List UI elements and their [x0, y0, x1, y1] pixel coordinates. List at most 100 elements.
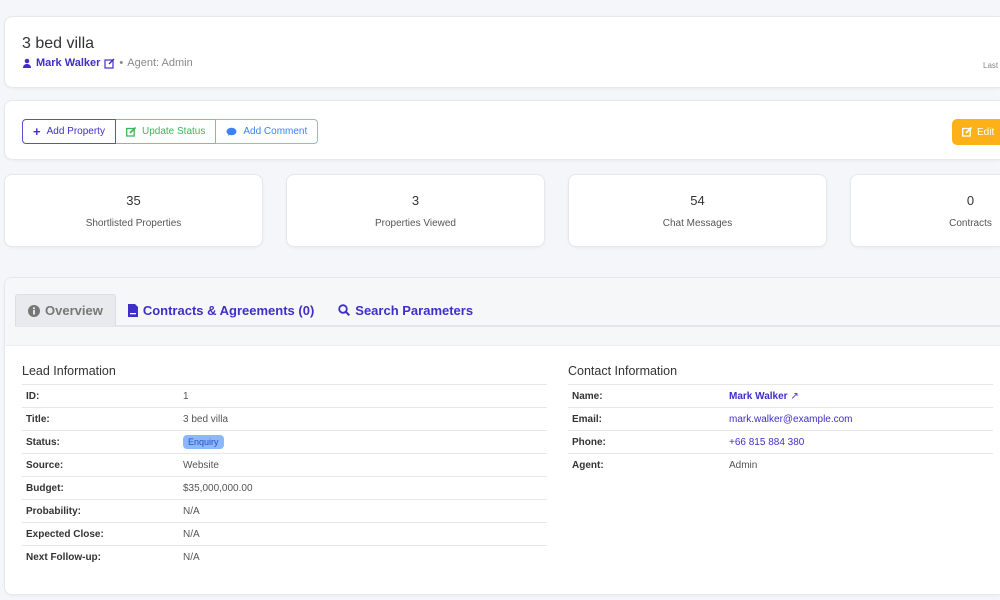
field-value: N/A: [179, 499, 547, 523]
field-label: Status:: [22, 430, 179, 454]
agent-text: Agent: Admin: [127, 57, 193, 69]
email-link[interactable]: mark.walker@example.com: [729, 413, 853, 425]
stat-label: Properties Viewed: [375, 218, 456, 229]
field-value-text: Admin: [729, 459, 758, 471]
section-title: Lead Information: [22, 364, 116, 378]
details-card: Overview Contracts & Agreements (0) Sear…: [4, 277, 1000, 595]
table-row: Next Follow-up: N/A: [22, 545, 547, 569]
search-icon: [338, 304, 351, 316]
phone-link[interactable]: +66 815 884 380: [729, 436, 805, 448]
table-row: Name: Mark Walker ↗: [568, 384, 993, 408]
field-value-text: N/A: [183, 528, 200, 540]
field-value: Admin: [725, 453, 993, 477]
field-value: Enquiry: [179, 430, 547, 454]
field-label: Probability:: [22, 499, 179, 523]
tab-contracts[interactable]: Contracts & Agreements (0): [116, 294, 326, 326]
stat-card-chat: 54 Chat Messages: [568, 174, 827, 247]
field-value: +66 815 884 380: [725, 430, 993, 454]
add-comment-label: Add Comment: [243, 126, 308, 137]
field-value-text: 1: [183, 390, 189, 402]
user-icon: [23, 58, 31, 68]
external-edit-icon[interactable]: [104, 58, 115, 69]
contact-information-section: Contact Information Name: Mark Walker ↗ Em…: [568, 364, 993, 477]
field-value-text: Website: [183, 459, 219, 471]
field-value-text: N/A: [183, 505, 200, 517]
field-label: ID:: [22, 384, 179, 408]
edit-label: Edit: [977, 126, 995, 138]
field-value-text: 3 bed villa: [183, 413, 229, 425]
table-row: ID: 1: [22, 384, 547, 408]
stat-card-contracts: 0 Contracts: [850, 174, 1000, 247]
contact-name-link[interactable]: Mark Walker: [729, 390, 788, 402]
stat-label: Shortlisted Properties: [85, 218, 182, 229]
table-row: Source: Website: [22, 453, 547, 477]
add-comment-button[interactable]: Add Comment: [216, 119, 319, 144]
field-value: N/A: [179, 545, 547, 569]
tab-label: Contracts & Agreements (0): [142, 302, 315, 318]
comment-icon: [226, 127, 237, 136]
update-status-label: Update Status: [141, 126, 206, 137]
stat-value: 3: [411, 193, 420, 208]
stat-value: 35: [126, 193, 141, 208]
field-value-text: $35,000,000.00: [183, 482, 253, 494]
separator: •: [119, 57, 124, 69]
last-updated-label: Last: [983, 61, 999, 70]
lead-header-card: 3 bed villa Mark Walker • Agent: Admin L…: [4, 16, 1000, 88]
add-property-label: Add Property: [46, 126, 105, 137]
update-status-button[interactable]: Update Status: [115, 119, 217, 144]
field-label: Agent:: [568, 453, 725, 477]
file-contract-icon: [127, 303, 138, 317]
lead-subtitle: Mark Walker • Agent: Admin: [22, 57, 193, 69]
section-title: Contact Information: [568, 364, 678, 378]
table-row: Email: mark.walker@example.com: [568, 407, 993, 431]
table-row: Title: 3 bed villa: [22, 407, 547, 431]
tab-bar: Overview Contracts & Agreements (0) Sear…: [5, 278, 1000, 346]
edit-icon: [126, 126, 136, 137]
add-property-button[interactable]: + Add Property: [22, 119, 116, 144]
field-label: Source:: [22, 453, 179, 477]
table-row: Expected Close: N/A: [22, 522, 547, 546]
stat-value: 54: [690, 193, 705, 208]
page-title: 3 bed villa: [22, 35, 95, 52]
field-label: Email:: [568, 407, 725, 431]
lead-information-section: Lead Information ID: 1 Title: 3 bed villa St…: [22, 364, 547, 569]
table-row: Budget: $35,000,000.00: [22, 476, 547, 500]
tab-search-parameters[interactable]: Search Parameters: [326, 294, 485, 326]
stat-label: Chat Messages: [662, 218, 733, 229]
field-value: Mark Walker ↗: [725, 384, 993, 408]
table-row: Phone: +66 815 884 380: [568, 430, 993, 454]
field-value: 3 bed villa: [179, 407, 547, 431]
field-label: Phone:: [568, 430, 725, 454]
plus-icon: +: [33, 124, 41, 139]
action-button-group: + Add Property Update Status Add Comment: [22, 119, 319, 144]
field-label: Next Follow-up:: [22, 545, 179, 569]
stat-card-shortlisted: 35 Shortlisted Properties: [4, 174, 263, 247]
field-value: mark.walker@example.com: [725, 407, 993, 431]
field-value: 1: [179, 384, 547, 408]
field-value-text: N/A: [183, 551, 200, 563]
table-row: Status: Enquiry: [22, 430, 547, 454]
field-value: Website: [179, 453, 547, 477]
stat-value: 0: [966, 193, 975, 208]
table-row: Agent: Admin: [568, 453, 993, 477]
lead-info-table: ID: 1 Title: 3 bed villa Status: Enquiry Sourc…: [22, 384, 547, 569]
actions-card: + Add Property Update Status Add Comment …: [4, 100, 1000, 160]
tab-label: Overview: [45, 303, 103, 318]
edit-icon: [962, 127, 972, 137]
field-label: Title:: [22, 407, 179, 431]
edit-button[interactable]: Edit: [952, 119, 1000, 145]
tab-overview[interactable]: Overview: [15, 294, 116, 326]
stat-label: Contracts: [949, 218, 992, 229]
field-value: N/A: [179, 522, 547, 546]
tab-label: Search Parameters: [355, 302, 474, 318]
field-label: Name:: [568, 384, 725, 408]
stat-card-viewed: 3 Properties Viewed: [286, 174, 545, 247]
field-label: Budget:: [22, 476, 179, 500]
external-edit-icon[interactable]: ↗: [787, 390, 799, 402]
table-row: Probability: N/A: [22, 499, 547, 523]
field-value: $35,000,000.00: [179, 476, 547, 500]
status-badge: Enquiry: [183, 434, 224, 449]
field-label: Expected Close:: [22, 522, 179, 546]
contact-name-link[interactable]: Mark Walker: [36, 57, 101, 69]
contact-info-table: Name: Mark Walker ↗ Email: mark.walker@exam…: [568, 384, 993, 477]
